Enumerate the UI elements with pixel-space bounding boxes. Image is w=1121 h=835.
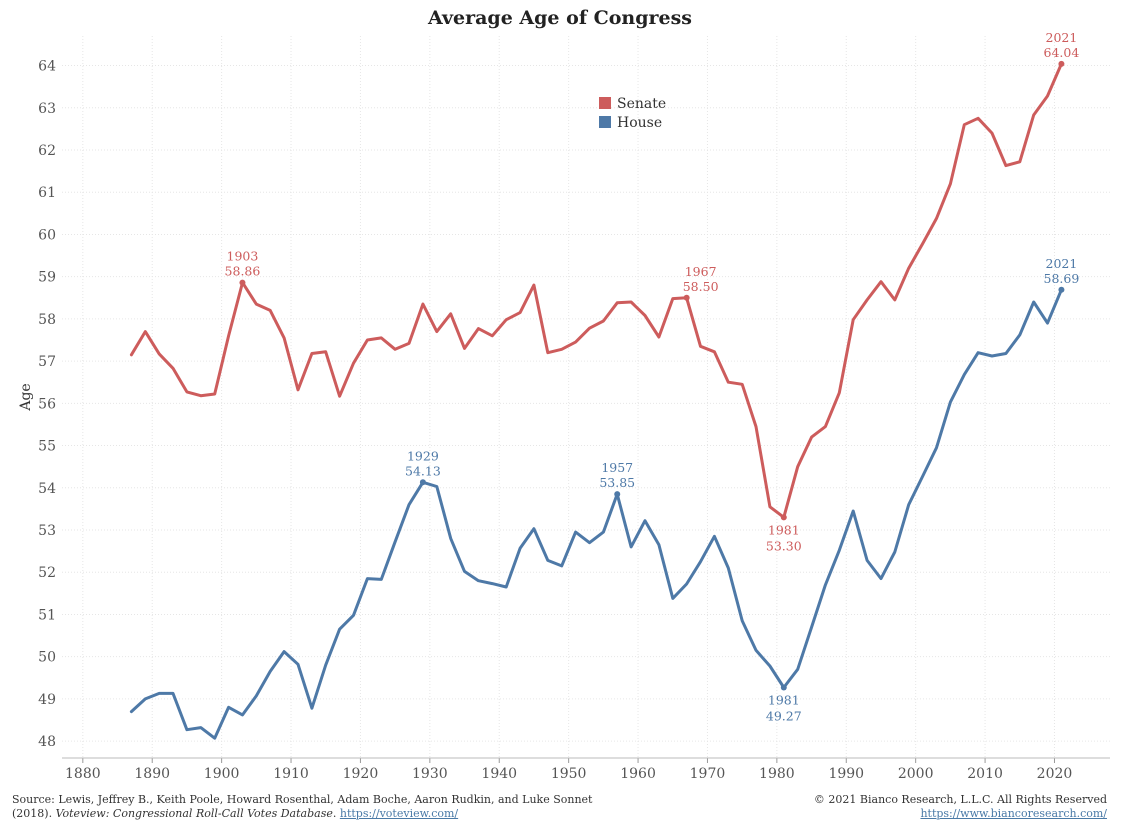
x-tick-label: 1940: [481, 766, 517, 782]
copyright-note: © 2021 Bianco Research, L.L.C. All Right…: [814, 793, 1107, 821]
legend: Senate House: [599, 96, 666, 131]
annotation-value: 58.50: [683, 279, 719, 294]
voteview-link[interactable]: https://voteview.com/: [339, 807, 459, 820]
y-tick-label: 64: [38, 59, 56, 75]
axes: 48 49 50 51 52 53 54 55 56 57 58 59 60 61 62 63 64 1880 18…: [18, 59, 1110, 782]
annotation-value: 64.04: [1044, 45, 1080, 60]
series-line-senate: [129, 62, 1063, 519]
x-tick-label: 1980: [759, 766, 795, 782]
x-tick-label: 1920: [343, 766, 379, 782]
y-tick-label: 54: [38, 481, 56, 497]
legend-swatch-senate: [599, 97, 611, 109]
annotation-value: 58.86: [225, 264, 261, 279]
series-line-house: [129, 288, 1063, 740]
x-tick-label: 1900: [204, 766, 240, 782]
annotation-point: [1058, 286, 1065, 293]
series-lines: [129, 62, 1063, 740]
chart: Average Age of Congress 48 49 50 51 52 53 54 55…: [18, 7, 1110, 782]
annotation-point: [1058, 60, 1065, 67]
annotation-value: 53.85: [599, 475, 635, 490]
annotation-year: 2021: [1046, 256, 1078, 271]
annotation-value: 49.27: [766, 708, 802, 723]
annotation-point: [614, 491, 621, 498]
bianco-link[interactable]: https://www.biancoresearch.com/: [920, 807, 1107, 820]
database-title: Voteview: Congressional Roll-Call Votes …: [55, 807, 333, 820]
x-tick-label: 1990: [828, 766, 864, 782]
annotation-value: 53.30: [766, 538, 802, 553]
source-note: Source: Lewis, Jeffrey B., Keith Poole, …: [12, 793, 652, 821]
annotation-year: 1981: [768, 522, 800, 537]
x-tick-label: 1910: [273, 766, 309, 782]
source-line-1: Source: Lewis, Jeffrey B., Keith Poole, …: [12, 793, 593, 806]
annotation-point: [239, 279, 246, 286]
x-tick-label: 1950: [551, 766, 587, 782]
y-tick-label: 61: [38, 185, 56, 201]
x-tick-label: 1880: [65, 766, 101, 782]
y-tick-label: 53: [38, 523, 56, 539]
legend-swatch-house: [599, 116, 611, 128]
chart-title: Average Age of Congress: [427, 7, 692, 29]
y-tick-label: 50: [38, 650, 56, 666]
legend-label-house: House: [617, 115, 662, 131]
y-tick-label: 56: [38, 396, 56, 412]
annotation-point: [683, 294, 690, 301]
x-tick-label: 1960: [620, 766, 656, 782]
x-tick-label: 2000: [898, 766, 934, 782]
x-tick-label: 1890: [134, 766, 170, 782]
y-tick-label: 62: [38, 143, 56, 159]
annotation-year: 1957: [601, 460, 633, 475]
y-tick-label: 60: [38, 227, 56, 243]
y-tick-label: 48: [38, 734, 56, 750]
annotation-value: 54.13: [405, 463, 441, 478]
annotation-point: [780, 514, 787, 521]
y-tick-label: 58: [38, 312, 56, 328]
annotation-year: 2021: [1046, 30, 1078, 45]
source-line-2: (2018). Voteview: Congressional Roll-Cal…: [12, 807, 459, 820]
y-tick-label: 55: [38, 439, 56, 455]
y-tick-label: 59: [38, 270, 56, 286]
y-tick-label: 51: [38, 607, 56, 623]
legend-label-senate: Senate: [617, 96, 666, 112]
x-tick-label: 1930: [412, 766, 448, 782]
annotation-year: 1981: [768, 692, 800, 707]
x-tick-label: 2010: [967, 766, 1003, 782]
copyright-text: © 2021 Bianco Research, L.L.C. All Right…: [813, 793, 1107, 806]
annotation-year: 1929: [407, 448, 439, 463]
y-tick-label: 52: [38, 565, 56, 581]
annotation-point: [780, 684, 787, 691]
annotation-value: 58.69: [1044, 271, 1080, 286]
y-tick-label: 57: [38, 354, 56, 370]
y-axis-label: Age: [18, 383, 34, 411]
gridlines: [62, 36, 1110, 758]
y-tick-label: 63: [38, 101, 56, 117]
x-tick-label: 2020: [1037, 766, 1073, 782]
annotation-year: 1967: [685, 264, 717, 279]
y-tick-label: 49: [38, 692, 56, 708]
x-tick-label: 1970: [690, 766, 726, 782]
annotation-point: [419, 479, 426, 486]
annotation-year: 1903: [227, 249, 259, 264]
